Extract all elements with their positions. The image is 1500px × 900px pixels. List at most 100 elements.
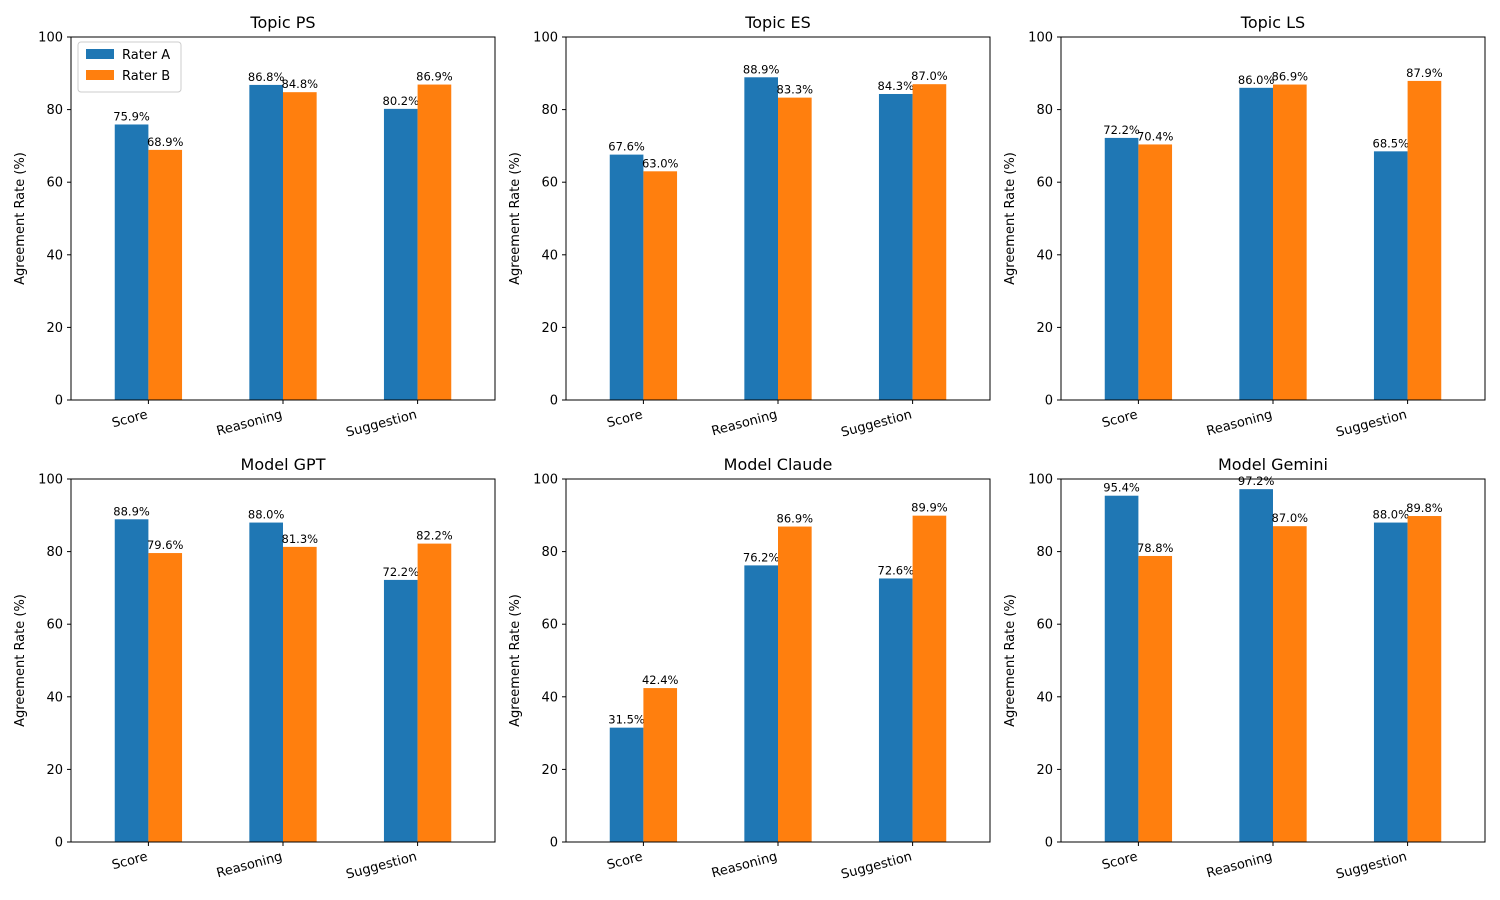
bar-rater-a-score: [609, 154, 644, 400]
y-tick-label: 20: [541, 321, 558, 336]
y-tick-label: 60: [46, 618, 63, 633]
y-tick-label: 100: [533, 473, 558, 488]
data-label: 87.0%: [911, 69, 948, 83]
chart-title: Topic PS: [249, 13, 315, 32]
x-tick-label: Score: [110, 407, 149, 431]
chart-panel-4: 88.9% 88.0% 72.2% 79.6% 81.3% 82.2% 0 20 40 60 80 1…: [13, 455, 496, 883]
bar-rater-b-suggestion: [912, 515, 947, 842]
bar-rater-a-score: [114, 124, 149, 400]
x-tick-label: Score: [605, 849, 644, 873]
y-tick-label: 40: [541, 248, 558, 263]
y-tick-label: 0: [550, 836, 558, 851]
y-tick-label: 80: [46, 545, 63, 560]
x-tick-label: Suggestion: [345, 407, 419, 440]
x-tick-label: Reasoning: [710, 849, 779, 881]
data-label: 88.0%: [248, 508, 285, 522]
data-label: 70.4%: [1137, 129, 1174, 143]
data-label: 89.8%: [1406, 501, 1443, 515]
x-tick-label: Reasoning: [1205, 849, 1274, 881]
y-tick-label: 100: [38, 473, 63, 488]
y-tick-label: 80: [541, 545, 558, 560]
data-label: 95.4%: [1103, 481, 1140, 495]
data-label: 72.2%: [1103, 123, 1140, 137]
y-tick-label: 0: [55, 836, 63, 851]
legend: Rater A Rater B: [77, 41, 182, 93]
bar-rater-b-suggestion: [417, 543, 452, 842]
x-tick-label: Suggestion: [1335, 849, 1409, 882]
bar-rater-b-score: [148, 553, 183, 842]
data-label: 31.5%: [608, 713, 645, 727]
legend-swatch: [86, 70, 114, 80]
bar-rater-a-reasoning: [744, 77, 778, 400]
bar-rater-a-reasoning: [249, 522, 283, 842]
y-axis-label: Agreement Rate (%): [508, 152, 523, 285]
bar-rater-b-score: [643, 171, 678, 400]
bar-rater-b-score: [148, 149, 183, 400]
data-label: 87.0%: [1272, 511, 1309, 525]
bar-rater-a-suggestion: [878, 93, 913, 401]
bar-rater-a-suggestion: [383, 579, 418, 842]
data-label: 88.0%: [1373, 508, 1410, 522]
bar-rater-a-reasoning: [249, 84, 283, 401]
y-tick-label: 100: [533, 31, 558, 46]
data-label: 86.0%: [1238, 73, 1275, 87]
chart-panel-6: 95.4% 97.2% 88.0% 78.8% 87.0% 89.8% 0 20 40 60 80 1…: [1003, 455, 1486, 883]
y-tick-label: 60: [1036, 176, 1053, 191]
x-tick-label: Reasoning: [710, 407, 779, 439]
legend-label: Rater B: [122, 69, 170, 84]
chart-title: Model Gemini: [1218, 455, 1328, 474]
data-label: 82.2%: [416, 529, 453, 543]
x-tick-label: Suggestion: [1335, 407, 1409, 440]
chart-panel-5: 31.5% 76.2% 72.6% 42.4% 86.9% 89.9% 0 20 40 60 80 1…: [508, 455, 991, 883]
y-axis-label: Agreement Rate (%): [1003, 152, 1018, 285]
chart-panel-2: 67.6% 88.9% 84.3% 63.0% 83.3% 87.0% 0 20 40 60 80 1…: [508, 13, 991, 441]
x-tick-label: Suggestion: [840, 849, 914, 882]
bar-rater-a-suggestion: [1373, 151, 1408, 400]
y-axis-label: Agreement Rate (%): [508, 594, 523, 727]
y-tick-label: 100: [1028, 473, 1053, 488]
x-tick-label: Reasoning: [1205, 407, 1274, 439]
chart-title: Topic LS: [1240, 13, 1305, 32]
y-tick-label: 80: [1036, 103, 1053, 118]
legend-label: Rater A: [122, 48, 170, 63]
chart-title: Topic ES: [744, 13, 811, 32]
bar-rater-a-reasoning: [744, 565, 778, 842]
bar-rater-b-suggestion: [1407, 516, 1442, 842]
y-tick-label: 0: [55, 394, 63, 409]
data-label: 72.2%: [383, 565, 420, 579]
data-label: 83.3%: [777, 83, 814, 97]
data-label: 76.2%: [743, 550, 780, 564]
y-tick-label: 40: [1036, 248, 1053, 263]
x-tick-label: Suggestion: [345, 849, 419, 882]
x-tick-label: Score: [1100, 407, 1139, 431]
bar-rater-a-score: [609, 727, 644, 842]
data-label: 87.9%: [1406, 66, 1443, 80]
data-label: 68.5%: [1373, 136, 1410, 150]
data-label: 67.6%: [608, 140, 645, 154]
bar-rater-a-suggestion: [383, 108, 418, 401]
bar-rater-a-score: [1104, 495, 1139, 842]
y-tick-label: 20: [1036, 763, 1053, 778]
y-tick-label: 100: [1028, 31, 1053, 46]
y-tick-label: 80: [541, 103, 558, 118]
y-tick-label: 80: [46, 103, 63, 118]
bar-rater-b-reasoning: [1273, 84, 1307, 401]
bar-rater-b-reasoning: [778, 526, 812, 842]
data-label: 86.9%: [416, 70, 453, 84]
y-tick-label: 40: [1036, 690, 1053, 705]
data-label: 86.8%: [248, 70, 285, 84]
y-tick-label: 20: [541, 763, 558, 778]
data-label: 68.9%: [147, 135, 184, 149]
y-tick-label: 0: [1045, 394, 1053, 409]
legend-swatch: [86, 49, 114, 59]
x-tick-label: Reasoning: [215, 849, 284, 881]
data-label: 84.8%: [282, 77, 319, 91]
x-tick-label: Score: [110, 849, 149, 873]
data-label: 42.4%: [642, 673, 679, 687]
bar-rater-b-reasoning: [778, 97, 812, 401]
y-tick-label: 20: [1036, 321, 1053, 336]
x-tick-label: Suggestion: [840, 407, 914, 440]
bar-rater-b-suggestion: [1407, 80, 1442, 401]
bar-rater-a-suggestion: [878, 578, 913, 842]
